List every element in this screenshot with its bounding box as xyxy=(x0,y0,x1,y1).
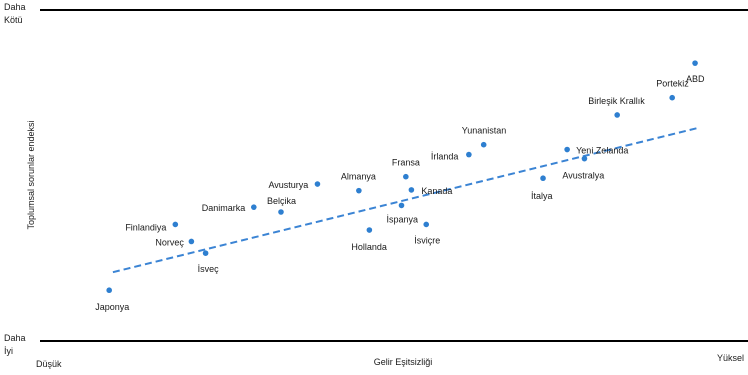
point-label: İsviçre xyxy=(414,235,440,245)
data-point xyxy=(251,204,257,210)
point-label: Almanya xyxy=(341,172,376,182)
point-label: Avustralya xyxy=(562,171,604,181)
point-label: Kanada xyxy=(421,186,452,196)
point-label: Fransa xyxy=(392,158,420,168)
point-label: Yunanistan xyxy=(462,126,507,136)
point-label: İsveç xyxy=(198,264,220,274)
point-label: İrlanda xyxy=(431,152,459,162)
data-point xyxy=(366,227,373,233)
data-point xyxy=(466,151,472,158)
point-label: Avusturya xyxy=(268,180,308,190)
data-point xyxy=(581,155,588,162)
point-label: ABD xyxy=(686,74,705,84)
data-point xyxy=(692,60,698,66)
data-point xyxy=(423,221,430,228)
y-bottom-label-2: İyi xyxy=(4,346,13,356)
point-label: Portekiz xyxy=(656,79,689,89)
point-label: Birleşik Krallık xyxy=(588,96,645,106)
data-point xyxy=(278,209,284,215)
data-point xyxy=(356,187,362,194)
trend-line xyxy=(112,126,701,274)
data-point xyxy=(669,94,675,101)
x-high-label: Yüksel xyxy=(717,353,744,363)
x-axis-label: Gelir Eşitsizliği xyxy=(374,357,433,367)
point-label: Belçika xyxy=(267,196,296,206)
data-point xyxy=(403,173,409,180)
point-label: İtalya xyxy=(531,191,553,201)
x-low-label: Düşük xyxy=(36,359,62,369)
point-label: Danimarka xyxy=(202,203,246,213)
point-label: Norveç xyxy=(155,237,184,247)
data-point xyxy=(188,238,195,245)
data-point xyxy=(398,202,405,209)
data-point xyxy=(106,287,112,294)
data-point xyxy=(314,181,321,187)
y-axis-label: Toplumsal sorunlar endeksi xyxy=(26,120,36,229)
data-point xyxy=(564,146,570,153)
y-top-label-2: Kötü xyxy=(4,15,23,25)
data-point xyxy=(202,250,209,256)
point-label: Finlandiya xyxy=(125,222,166,232)
data-point xyxy=(480,141,487,148)
point-label: Japonya xyxy=(95,302,129,312)
data-point xyxy=(614,112,620,118)
y-bottom-label-1: Daha xyxy=(4,333,26,343)
point-label: Hollanda xyxy=(351,242,387,252)
point-label: İspanya xyxy=(387,214,419,224)
data-point xyxy=(540,175,546,182)
y-top-label-1: Daha xyxy=(4,2,26,12)
data-point xyxy=(172,221,179,228)
point-label: Yeni Zelanda xyxy=(576,146,628,156)
points-layer: Japonya Finlandiya Norveç İsveç Danimarka Bel… xyxy=(95,60,705,312)
data-point xyxy=(408,187,415,193)
